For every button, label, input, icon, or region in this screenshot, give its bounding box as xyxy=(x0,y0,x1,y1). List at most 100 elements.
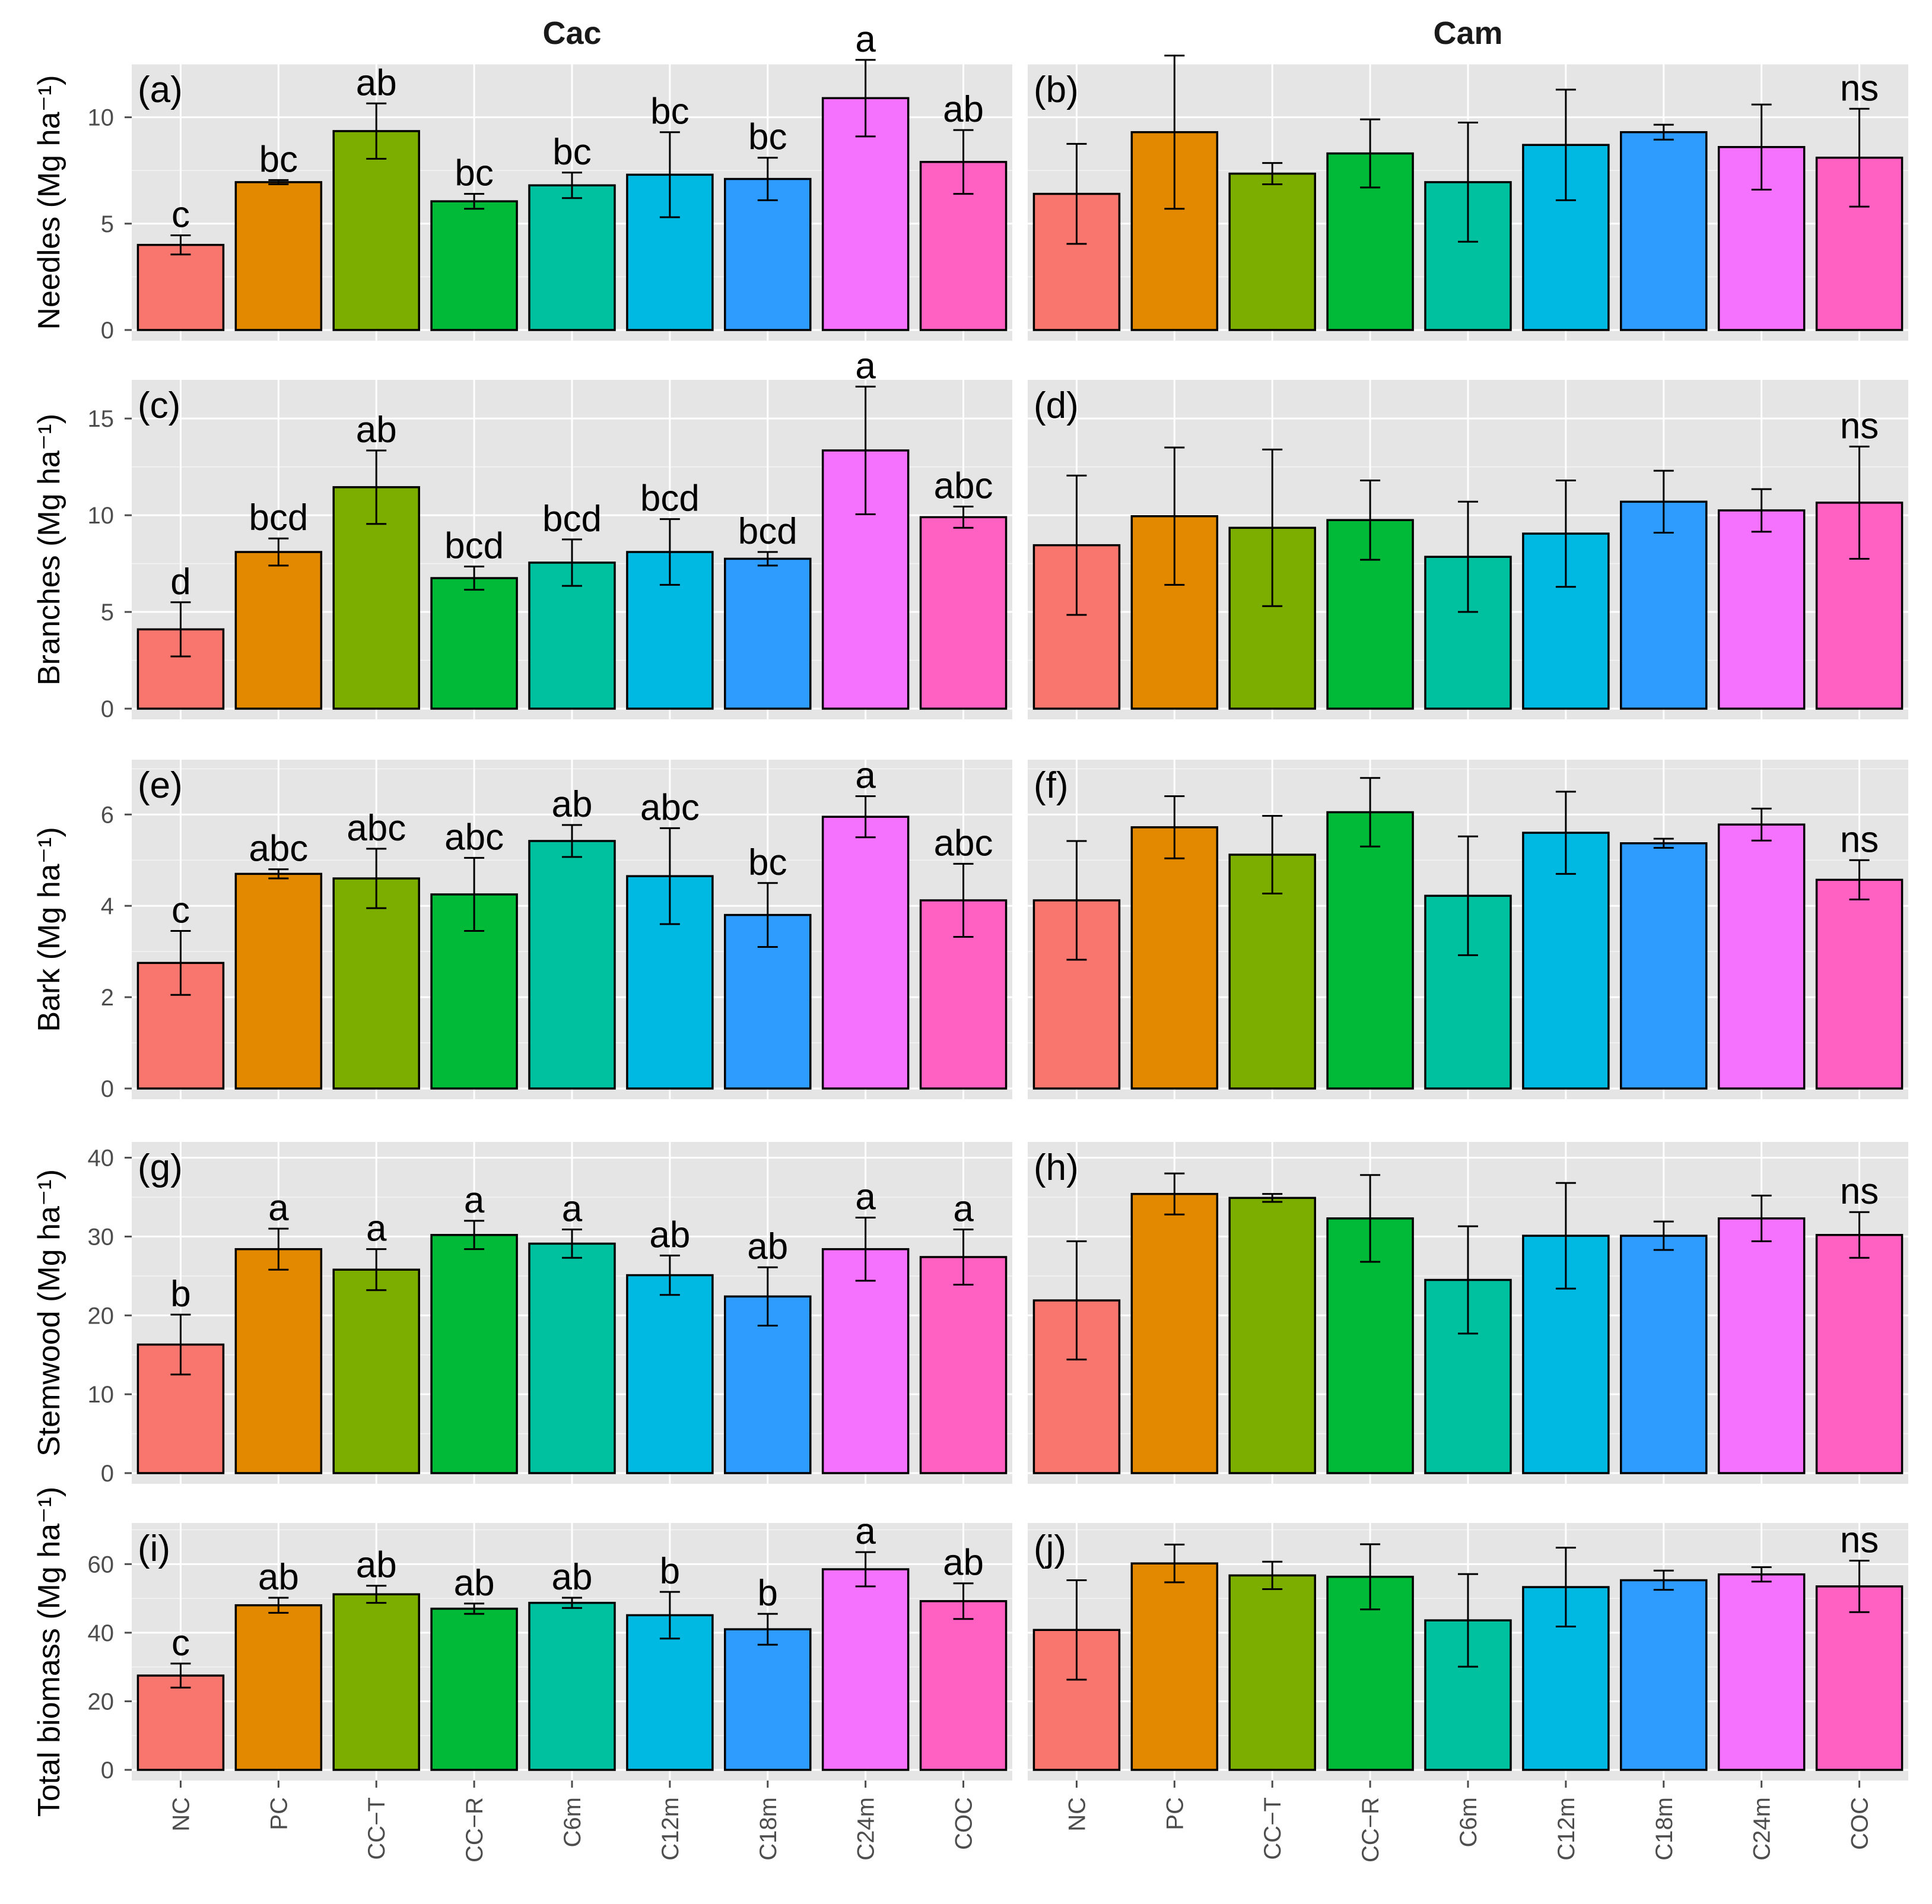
bar-CC−T xyxy=(1228,1197,1316,1474)
x-tick-label-C24m: C24m xyxy=(1749,1797,1775,1861)
y-axis-label: Branches (Mg ha⁻¹) xyxy=(32,414,66,686)
panel-j: ns (j) NC PC CC−T CC−R C6m C12m C18m C24m COC xyxy=(1028,1520,1908,1862)
panel-tag: (b) xyxy=(1034,69,1079,110)
column-title-cac: Cac xyxy=(542,15,601,51)
x-tick-label-C12m: C12m xyxy=(657,1797,684,1861)
x-tick-label-CC−R: CC−R xyxy=(462,1797,488,1862)
panel-g: 0 10 20 30 40 b a a a a ab ab a a (g) Stemwood (Mg ha⁻¹… xyxy=(32,1142,1012,1487)
significance-letter: bc xyxy=(259,139,298,180)
bar-PC xyxy=(234,1604,323,1771)
significance-letter: ab xyxy=(943,1543,984,1584)
significance-letter: ab xyxy=(258,1557,299,1598)
significance-letter: a xyxy=(464,1180,485,1221)
bar-CC−T xyxy=(332,877,420,1090)
panel-tag: (d) xyxy=(1034,385,1079,426)
bar-C12m xyxy=(1522,832,1610,1090)
bar-PC xyxy=(234,872,323,1090)
bar-CC−T xyxy=(1228,172,1316,331)
panel-tag: (g) xyxy=(138,1147,183,1188)
bar-C24m xyxy=(821,815,910,1090)
panel-a: 0 5 10 c bc ab bc bc bc bc a ab (a) Needles (Mg ha⁻¹) xyxy=(32,19,1012,344)
bar-C18m xyxy=(1620,500,1708,710)
x-tick-label-C12m: C12m xyxy=(1553,1797,1580,1861)
bar-C18m xyxy=(1620,1579,1708,1771)
bar-PC xyxy=(1130,1562,1219,1771)
significance-letter: ab xyxy=(552,784,593,825)
significance-letter: c xyxy=(171,1623,190,1664)
significance-letter: bc xyxy=(552,132,591,173)
panel-tag: (c) xyxy=(138,385,180,426)
y-tick-label: 5 xyxy=(101,599,114,626)
bar-C18m xyxy=(1620,1235,1708,1474)
bar-COC xyxy=(919,1256,1008,1474)
x-tick-label-CC−R: CC−R xyxy=(1358,1797,1384,1862)
significance-letter: a xyxy=(855,1177,876,1218)
significance-letter: ab xyxy=(356,1545,397,1586)
bar-C18m xyxy=(1620,842,1708,1090)
panel-tag: (a) xyxy=(138,69,183,110)
y-tick-label: 0 xyxy=(101,318,114,344)
significance-letter: a xyxy=(366,1208,387,1249)
bar-PC xyxy=(234,181,323,331)
bar-C6m xyxy=(528,184,616,331)
significance-letter: abc xyxy=(347,808,406,849)
x-tick-label-CC−T: CC−T xyxy=(1260,1797,1286,1860)
panel-b: ns (b) xyxy=(1028,55,1908,341)
bar-CC−R xyxy=(430,577,518,710)
y-axis-label: Bark (Mg ha⁻¹) xyxy=(32,827,66,1032)
y-tick-label: 5 xyxy=(101,211,114,237)
significance-letter: b xyxy=(170,1274,190,1315)
panel-tag: (j) xyxy=(1034,1528,1066,1569)
significance-letter: ns xyxy=(1840,1171,1879,1212)
significance-letter: bcd xyxy=(444,525,504,566)
y-axis-label: Total biomass (Mg ha⁻¹) xyxy=(32,1487,66,1817)
significance-letter: ab xyxy=(356,410,397,450)
significance-letter: d xyxy=(170,561,190,602)
significance-letter: abc xyxy=(444,817,504,858)
significance-letter: abc xyxy=(249,829,308,870)
panel-d: ns (d) xyxy=(1028,380,1908,719)
bar-C18m xyxy=(724,177,812,331)
bar-COC xyxy=(1815,878,1904,1090)
bar-C18m xyxy=(1620,131,1708,331)
panel-tag: (e) xyxy=(138,765,183,806)
significance-letter: a xyxy=(855,345,876,386)
bar-C12m xyxy=(626,1614,714,1771)
y-tick-label: 6 xyxy=(101,802,114,828)
x-tick-label-C18m: C18m xyxy=(755,1797,781,1861)
bar-C24m xyxy=(821,1568,910,1771)
bar-CC−T xyxy=(332,1268,420,1474)
x-tick-label-C6m: C6m xyxy=(560,1797,586,1847)
x-tick-label-NC: NC xyxy=(1064,1797,1090,1832)
bar-C24m xyxy=(1717,1573,1806,1771)
bar-C6m xyxy=(528,561,616,710)
bar-C12m xyxy=(626,1274,714,1474)
significance-letter: ns xyxy=(1840,405,1879,446)
significance-letter: a xyxy=(855,1511,876,1552)
y-tick-label: 10 xyxy=(88,503,115,529)
bar-CC−R xyxy=(430,1234,518,1474)
x-tick-label-C24m: C24m xyxy=(853,1797,879,1861)
panel-i: 0 20 40 60 c ab ab ab ab b b a ab (i) Total biomass (M… xyxy=(32,1487,1012,1862)
bar-C6m xyxy=(528,1242,616,1474)
bar-PC xyxy=(1130,826,1219,1090)
bar-CC−R xyxy=(430,1607,518,1771)
significance-letter: a xyxy=(855,19,876,60)
panel-tag: (f) xyxy=(1034,765,1069,806)
bar-C24m xyxy=(1717,509,1806,710)
y-tick-label: 0 xyxy=(101,1757,114,1784)
y-tick-label: 20 xyxy=(88,1689,115,1715)
significance-letter: c xyxy=(171,890,190,931)
bar-COC xyxy=(1815,1585,1904,1771)
bar-CC−R xyxy=(1326,1575,1414,1771)
bar-CC−R xyxy=(1326,811,1414,1090)
significance-letter: bc xyxy=(650,91,689,132)
bar-CC−T xyxy=(1228,1574,1316,1771)
bar-C6m xyxy=(528,840,616,1090)
y-tick-label: 40 xyxy=(88,1145,115,1172)
bar-C24m xyxy=(821,1248,910,1474)
significance-letter: a xyxy=(268,1188,289,1229)
